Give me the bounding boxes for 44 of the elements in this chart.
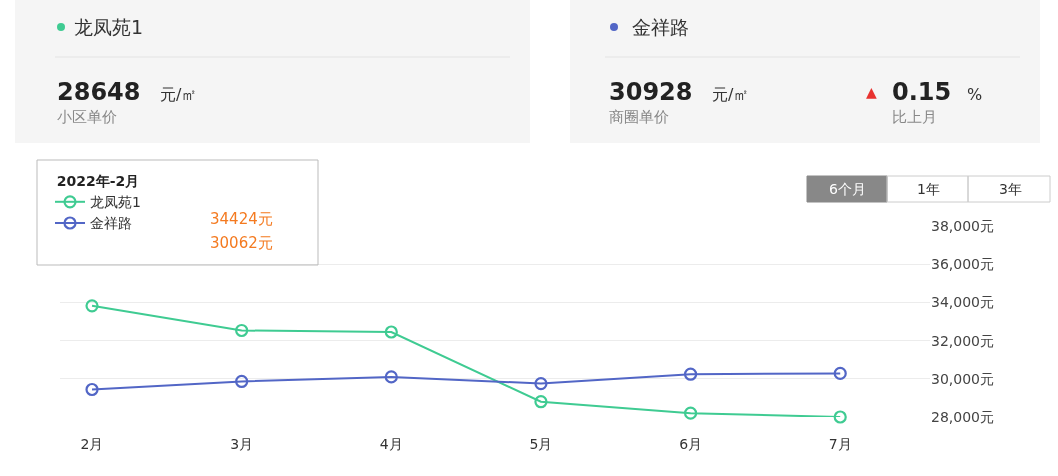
point (534, 395, 548, 409)
text: 3年 (999, 181, 1022, 197)
text: % (967, 85, 983, 104)
legend-label: 龙凤苑1 (90, 194, 141, 211)
text: 金祥路 (632, 16, 689, 38)
text: 比上月 (892, 108, 937, 126)
text: 商圈单价 (609, 108, 669, 126)
text: 28648 (57, 78, 141, 106)
x-tick-label: 3月 (230, 435, 254, 452)
point (235, 323, 249, 338)
x-tick-label: 5月 (529, 435, 553, 452)
x-tick-label: 4月 (379, 435, 403, 452)
annotation: 30062元 (210, 234, 273, 252)
point (384, 325, 398, 339)
text: 元/㎡ (712, 85, 750, 104)
x-tick-label: 6月 (679, 435, 703, 452)
legend-title: 2022年-2月 (56, 173, 140, 190)
point (833, 366, 847, 381)
y-tick-label: 28,000元 (931, 408, 994, 425)
text: 0.15 (892, 78, 952, 106)
point (85, 382, 99, 397)
x-tick-label: 7月 (828, 435, 852, 452)
text: 6个月 (829, 181, 866, 197)
y-tick-label: 34,000元 (931, 294, 994, 311)
text: 小区单价 (57, 108, 117, 126)
annotation: 34424元 (210, 210, 273, 228)
point (235, 374, 249, 389)
y-tick-label: 30,000元 (931, 370, 994, 387)
point (384, 370, 398, 384)
text: 30928 (609, 78, 693, 106)
point (534, 376, 548, 391)
y-tick-label: 38,000元 (931, 217, 994, 234)
y-tick-label: 32,000元 (931, 332, 994, 349)
point (683, 406, 698, 420)
text: 1年 (917, 181, 940, 197)
x-tick-label: 2月 (80, 435, 104, 452)
point (85, 299, 99, 313)
point (683, 367, 698, 381)
legend-label: 金祥路 (90, 215, 132, 232)
text: ▲ (866, 84, 877, 100)
text: 龙凤苑1 (74, 16, 144, 38)
point (833, 410, 847, 424)
y-tick-label: 36,000元 (931, 256, 994, 273)
text: 元/㎡ (160, 85, 198, 104)
